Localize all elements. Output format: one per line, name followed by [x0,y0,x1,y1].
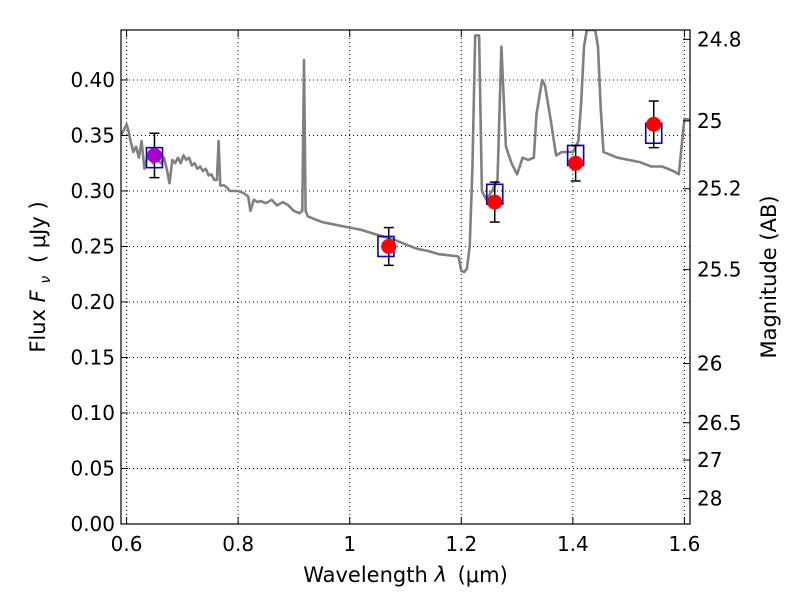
observed-flux-point [568,155,584,171]
magnitude-tick-label: 25 [697,109,722,133]
y-tick-label: 0.20 [70,290,115,314]
y-tick-label: 0.00 [70,512,115,536]
observed-flux-point [381,238,397,254]
magnitude-tick-label: 25.2 [697,177,742,201]
x-axis-title-unit: (μm) [458,563,508,587]
y-axis-title-unit: ( μJy ) [26,201,50,263]
x-axis-title-symbol: λ [433,563,446,587]
plot-background [121,30,690,524]
y-axis-title-symbol: F [26,289,50,302]
plot-area [121,30,690,274]
y-axis-title-prefix: Flux [26,302,50,352]
y-axis-title: Flux F ν ( μJy ) [26,201,55,352]
x-tick-label: 1.6 [669,532,701,556]
magnitude-tick-label: 26 [697,352,722,376]
y-tick-label: 0.35 [70,123,115,147]
magnitude-tick-label: 25.5 [697,258,742,282]
x-tick-label: 0.6 [111,532,143,556]
x-tick-label: 1 [343,532,356,556]
y-tick-label: 0.30 [70,179,115,203]
magnitude-tick-label: 24.8 [697,27,742,51]
x-tick-label: 1.2 [445,532,477,556]
magnitude-tick-label: 27 [697,448,722,472]
y-tick-label: 0.15 [70,345,115,369]
y-tick-label: 0.10 [70,401,115,425]
x-axis-title-prefix: Wavelength [303,563,434,587]
y-tick-label: 0.05 [70,456,115,480]
x-tick-label: 1.4 [557,532,589,556]
x-tick-label: 0.8 [222,532,254,556]
observed-flux-point [646,116,662,132]
magnitude-tick-label: 26.5 [697,411,742,435]
y-tick-label: 0.40 [70,68,115,92]
y-axis-title-subscript: ν [38,276,54,284]
plot-frame [120,29,691,525]
magnitude-tick-label: 28 [697,487,722,511]
axes: 0.6 0.8 1 1.2 1.4 1.6 0.00 0.05 0.10 0.15 0.20 0.25… [70,27,741,556]
observed-flux-point [487,194,503,210]
y-tick-label: 0.25 [70,234,115,258]
x-axis-title: Wavelength λ (μm) [303,563,508,587]
observed-flux-point [146,147,162,163]
right-axis-title: Magnitude (AB) [757,195,781,358]
